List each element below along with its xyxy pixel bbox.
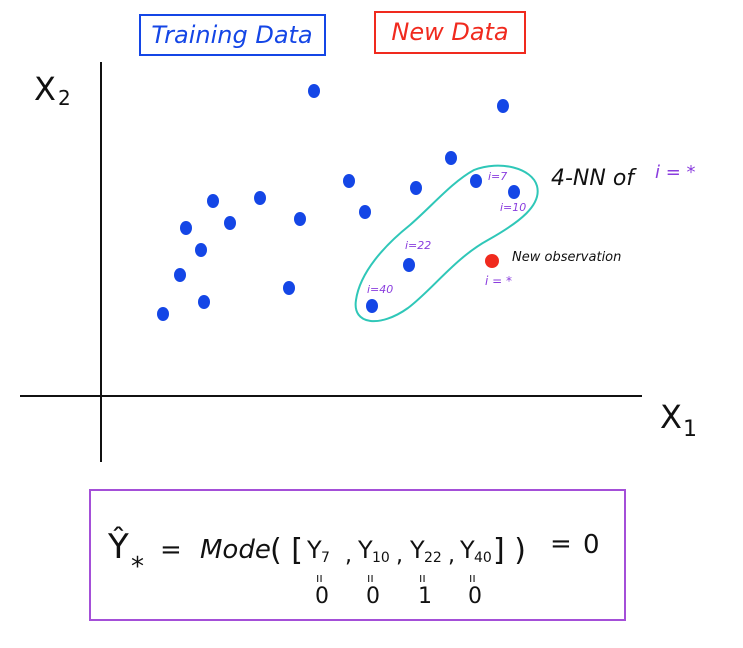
formula-term-value: 0 xyxy=(468,584,482,609)
formula-lhs-subscript: * xyxy=(131,552,144,582)
formula-term-subscript: 10 xyxy=(372,550,390,566)
formula-close: ] ) xyxy=(493,533,526,568)
training-point xyxy=(294,212,306,226)
training-point xyxy=(308,84,320,98)
formula-term-subscript: 22 xyxy=(424,550,442,566)
formula-equality-mark: ıı xyxy=(316,571,323,585)
formula-equals: = xyxy=(160,535,182,565)
new-legend-label: New Data xyxy=(391,18,508,46)
formula-comma: , xyxy=(448,543,455,568)
training-point xyxy=(207,194,219,208)
formula-term-symbol: Y xyxy=(357,536,373,564)
index-label-10: i=10 xyxy=(500,201,526,214)
formula-term-symbol: Y xyxy=(306,536,322,564)
training-legend-label: Training Data xyxy=(151,21,312,49)
formula-equality-mark: ıı xyxy=(419,571,426,585)
formula-rhs-equals: = xyxy=(550,529,572,559)
knn-title: 4-NN of xyxy=(551,166,637,191)
formula-open: ( [ xyxy=(270,533,303,568)
formula-comma: , xyxy=(345,543,352,568)
formula-term-subscript: 40 xyxy=(474,550,492,566)
y-axis-subscript: 2 xyxy=(58,86,71,110)
training-point xyxy=(359,205,371,219)
training-legend-box xyxy=(139,14,326,56)
formula-result: 0 xyxy=(583,530,600,560)
training-points xyxy=(157,84,520,321)
training-point xyxy=(497,99,509,113)
knn-outline xyxy=(354,164,539,323)
new-observation-label: New observation xyxy=(512,250,621,265)
training-point xyxy=(254,191,266,205)
formula-comma: , xyxy=(396,543,403,568)
index-label-7: i=7 xyxy=(488,170,507,183)
formula-term-value: 1 xyxy=(418,584,432,609)
y-axis-label: X xyxy=(34,70,56,108)
new-legend-box xyxy=(374,11,526,54)
training-point xyxy=(180,221,192,235)
training-point xyxy=(445,151,457,165)
formula-term-subscript: 7 xyxy=(321,550,330,566)
training-point xyxy=(198,295,210,309)
training-point xyxy=(157,307,169,321)
knn-title-index: i = * xyxy=(655,162,696,183)
index-label-22: i=22 xyxy=(405,239,431,252)
training-point xyxy=(366,299,378,313)
index-label-40: i=40 xyxy=(367,283,393,296)
training-point xyxy=(470,174,482,188)
formula-term-value: 0 xyxy=(366,584,380,609)
training-point xyxy=(195,243,207,257)
training-point xyxy=(508,185,520,199)
new-observation-point xyxy=(485,254,499,268)
training-point xyxy=(283,281,295,295)
formula-function: Mode xyxy=(200,535,271,565)
formula-term-symbol: Y xyxy=(459,536,475,564)
training-point xyxy=(174,268,186,282)
training-point xyxy=(403,258,415,272)
x-axis-label: X xyxy=(660,398,682,436)
formula-equality-mark: ıı xyxy=(367,571,374,585)
formula-lhs: Ŷ xyxy=(107,526,129,567)
formula-term-symbol: Y xyxy=(409,536,425,564)
training-point xyxy=(343,174,355,188)
training-point xyxy=(410,181,422,195)
formula-equality-mark: ıı xyxy=(469,571,476,585)
training-point xyxy=(224,216,236,230)
new-observation-index: i = * xyxy=(485,274,512,288)
x-axis-subscript: 1 xyxy=(683,417,697,442)
formula-term-value: 0 xyxy=(315,584,329,609)
formula-box xyxy=(89,489,626,621)
